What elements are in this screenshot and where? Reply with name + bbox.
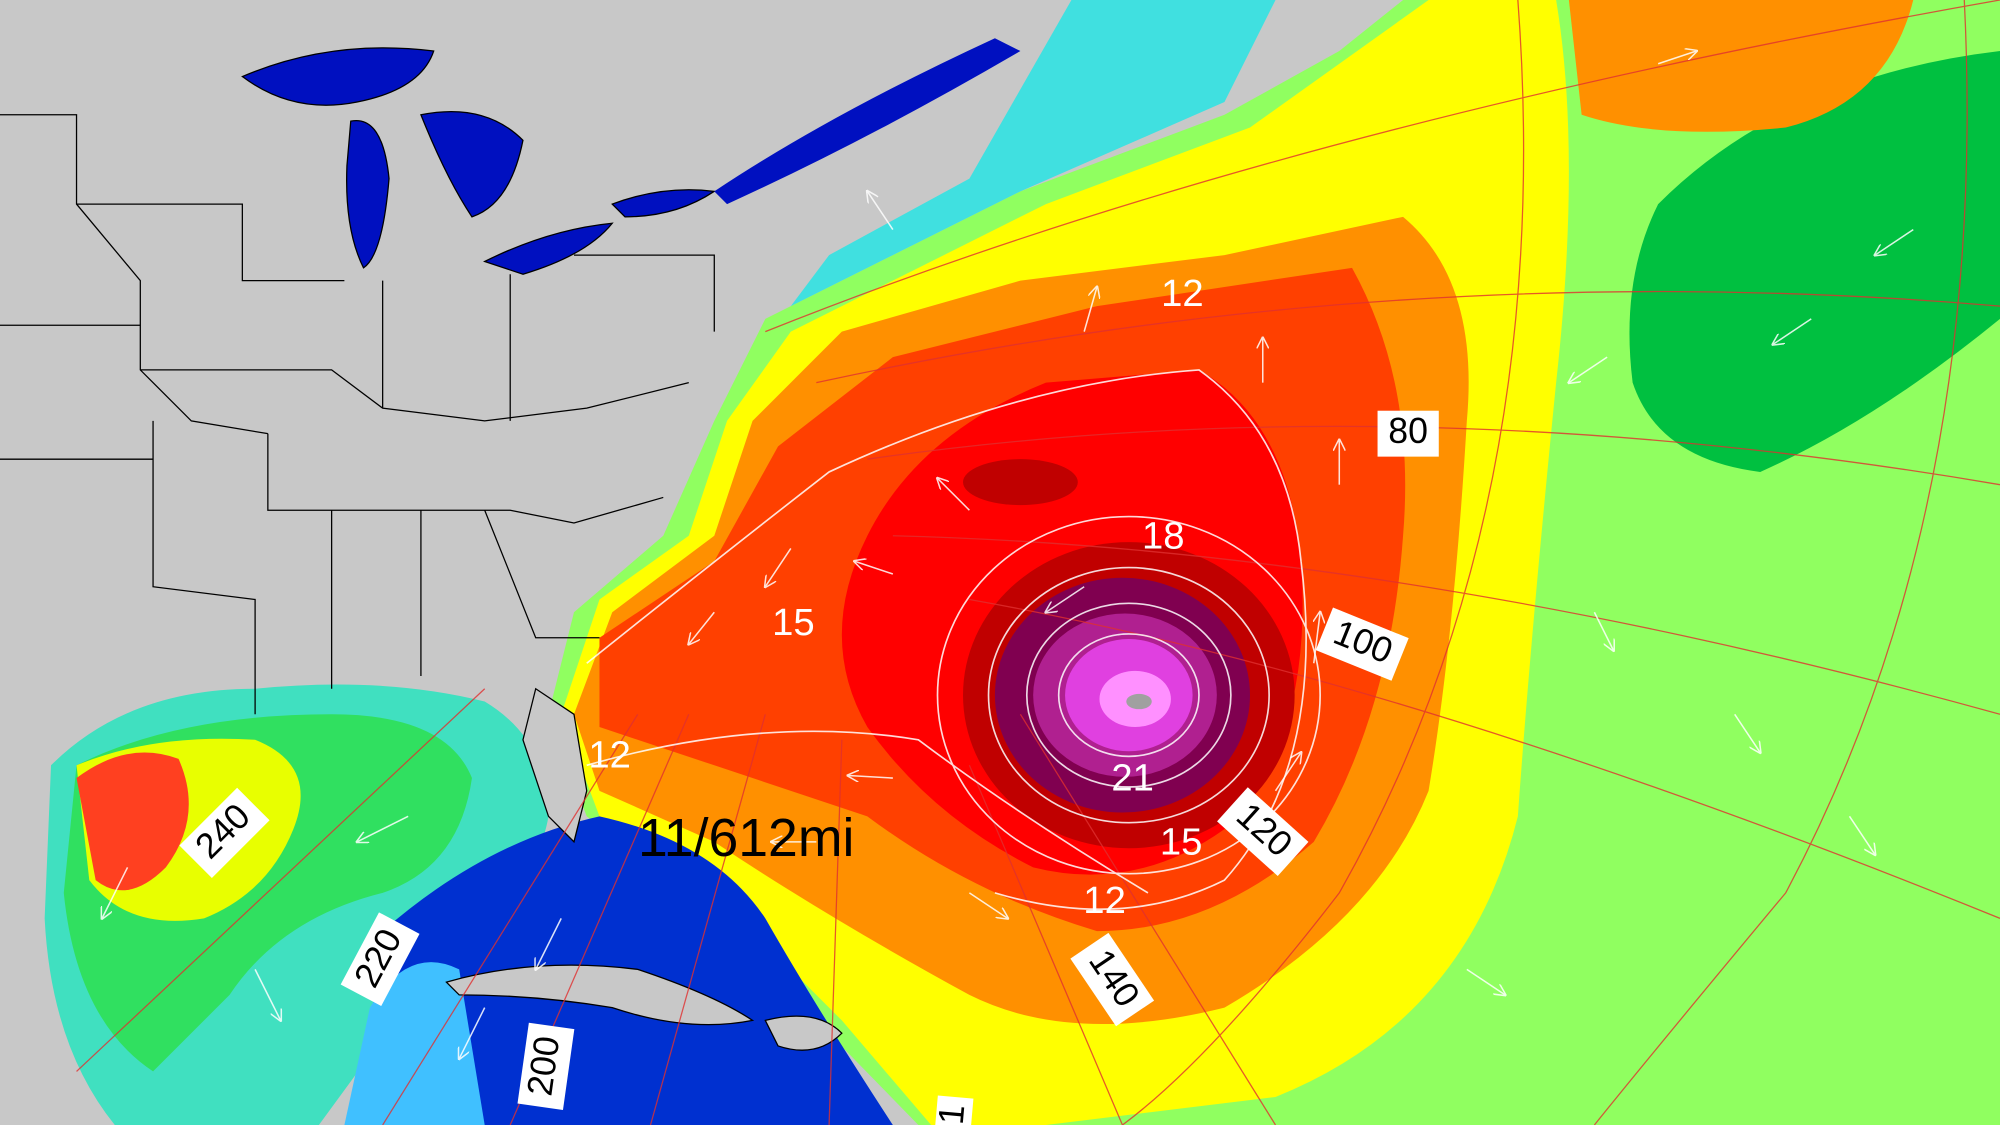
bearing-box: 200 xyxy=(517,1022,575,1110)
ocean-center xyxy=(1126,693,1152,710)
florida xyxy=(522,687,588,844)
gulf-red xyxy=(76,752,189,891)
contour-label: 18 xyxy=(1142,514,1185,557)
contour-label: 12 xyxy=(1083,879,1126,922)
bearing-box: 80 xyxy=(1377,410,1439,457)
ocean-dark-red-2 xyxy=(963,459,1078,506)
ocean-coastal-cyan xyxy=(790,0,1276,307)
lake-superior xyxy=(241,47,435,106)
contour-label: 15 xyxy=(772,601,815,644)
ocean-dark-green xyxy=(1629,51,2000,472)
bearing-box: 1 xyxy=(931,1095,974,1125)
cuba xyxy=(445,964,755,1026)
bearing-label: 80 xyxy=(1388,411,1428,451)
bearing-label: 200 xyxy=(519,1034,567,1099)
wind-arrows xyxy=(102,51,1914,1059)
state-borders xyxy=(0,114,715,715)
contour-label: 21 xyxy=(1111,757,1154,800)
contour-label: 12 xyxy=(588,734,631,777)
hispaniola xyxy=(764,1015,843,1051)
lake-erie xyxy=(483,222,614,275)
bearing-label: 1 xyxy=(931,1103,973,1125)
contours xyxy=(586,369,1321,911)
lake-huron xyxy=(420,110,524,218)
contour-label: 12 xyxy=(1161,272,1204,315)
ocean-orange-top xyxy=(1568,0,1914,132)
distance-label: 11/612mi xyxy=(638,809,854,868)
st-lawrence xyxy=(714,38,1021,205)
lake-michigan xyxy=(346,119,390,269)
contour-label: 15 xyxy=(1160,820,1203,863)
